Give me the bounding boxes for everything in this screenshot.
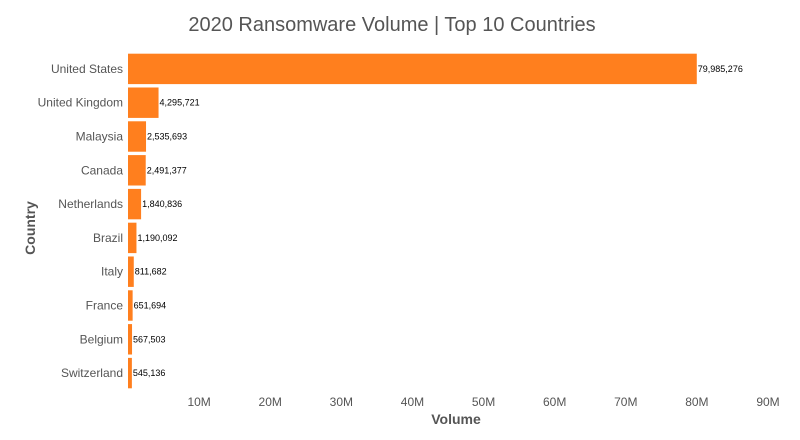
- category-label: United Kingdom: [38, 96, 123, 110]
- bar: [128, 222, 137, 254]
- x-tick-label: 60M: [543, 395, 566, 409]
- data-label: 4,295,721: [160, 98, 200, 108]
- data-labels: 79,985,276 4,295,721 2,535,693 2,491,377 1,8…: [133, 64, 743, 378]
- data-label: 811,682: [135, 267, 167, 277]
- x-tick-label: 90M: [756, 395, 779, 409]
- y-axis-title: Country: [22, 201, 38, 255]
- x-axis-title: Volume: [431, 411, 481, 427]
- x-tick-label: 20M: [259, 395, 282, 409]
- bar: [128, 324, 133, 355]
- category-label: United States: [51, 62, 123, 76]
- bar: [128, 121, 147, 152]
- x-axis-ticks: 10M 20M 30M 40M 50M 60M 70M 80M 90M: [187, 395, 779, 409]
- bar: [128, 155, 146, 186]
- data-label: 1,190,092: [137, 233, 177, 243]
- bar: [128, 357, 132, 389]
- category-label: Belgium: [80, 332, 123, 346]
- data-label: 2,535,693: [147, 132, 187, 142]
- x-tick-label: 70M: [614, 395, 637, 409]
- x-tick-label: 10M: [187, 395, 210, 409]
- bar: [128, 290, 133, 321]
- bar: [128, 87, 159, 118]
- data-label: 651,694: [134, 301, 167, 311]
- data-label: 545,136: [133, 368, 166, 378]
- category-label: Switzerland: [61, 366, 123, 380]
- category-label: Netherlands: [58, 197, 123, 211]
- category-label: Brazil: [93, 231, 123, 245]
- data-label: 2,491,377: [147, 165, 187, 175]
- x-tick-label: 50M: [472, 395, 495, 409]
- bars-group: [128, 53, 697, 389]
- category-label: Italy: [101, 265, 123, 279]
- x-tick-label: 30M: [330, 395, 353, 409]
- bar: [128, 256, 134, 287]
- category-labels: United States United Kingdom Malaysia Canad…: [38, 62, 124, 380]
- data-label: 1,840,836: [142, 199, 182, 209]
- bar: [128, 188, 142, 220]
- category-label: Malaysia: [76, 130, 124, 144]
- category-label: France: [86, 299, 124, 313]
- bar: [128, 53, 697, 85]
- data-label: 79,985,276: [698, 64, 743, 74]
- chart-title: 2020 Ransomware Volume | Top 10 Countrie…: [188, 14, 595, 36]
- x-tick-label: 40M: [401, 395, 424, 409]
- category-label: Canada: [81, 163, 123, 177]
- data-label: 567,503: [133, 334, 166, 344]
- x-tick-label: 80M: [685, 395, 708, 409]
